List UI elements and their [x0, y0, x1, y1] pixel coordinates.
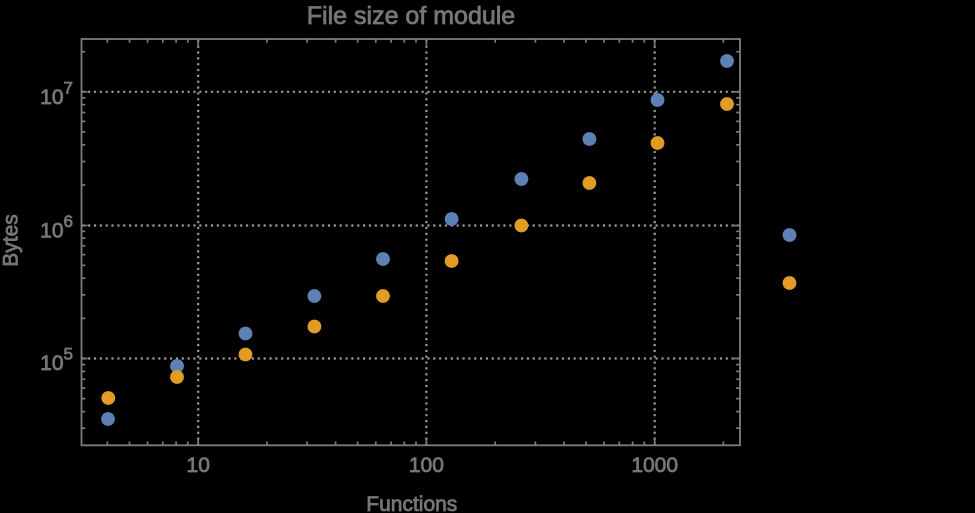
svg-text:100: 100	[409, 454, 444, 477]
svg-text:File size of module: File size of module	[307, 2, 515, 30]
svg-text:1000: 1000	[631, 454, 678, 477]
svg-text:Bytes: Bytes	[0, 214, 22, 267]
svg-text:Functions: Functions	[366, 493, 457, 513]
svg-text:10: 10	[187, 454, 210, 477]
